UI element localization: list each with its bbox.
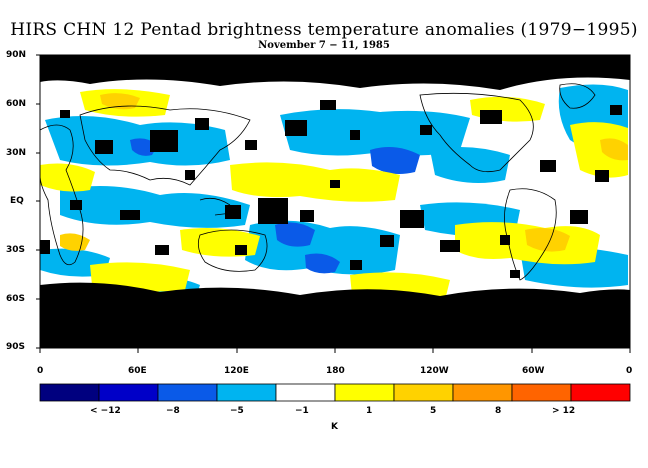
anomaly-blue-region — [60, 186, 250, 228]
anomaly-yellow-region — [40, 163, 95, 192]
lat-label: 90N — [6, 50, 27, 60]
lon-label: 0 — [626, 366, 633, 376]
lon-label: 0 — [37, 366, 44, 376]
colorbar-swatch — [452, 383, 513, 402]
lon-ticks — [39, 348, 631, 353]
map-title: HIRS CHN 12 Pentad brightness temperatur… — [10, 20, 638, 40]
colorbar-label: −1 — [295, 406, 309, 416]
colorbar-swatch — [334, 383, 395, 402]
colorbar-label: 8 — [495, 406, 502, 416]
anomaly-deep-blue-region — [370, 146, 420, 174]
anomaly-yellow-region — [90, 262, 190, 292]
lat-label: EQ — [10, 196, 24, 206]
missing-data-mask — [40, 55, 630, 348]
anomaly-orange-region — [525, 228, 570, 252]
anomaly-yellow-region — [230, 162, 400, 202]
anomaly-orange-region — [600, 138, 628, 161]
lon-label: 120E — [224, 366, 249, 376]
colorbar-label: −5 — [230, 406, 244, 416]
colorbar-unit: K — [331, 422, 338, 432]
lat-label: 60N — [6, 99, 27, 109]
lon-label: 120W — [420, 366, 449, 376]
colorbar-swatch — [216, 383, 277, 402]
lat-ticks — [36, 54, 40, 349]
anomaly-blue-region — [280, 109, 470, 156]
lon-label: 180 — [326, 366, 345, 376]
anomaly-deep-blue-region — [305, 253, 340, 274]
lat-label: 60S — [6, 294, 26, 304]
colorbar-label: 5 — [430, 406, 437, 416]
colorbar-swatch — [393, 383, 454, 402]
anomaly-yellow-region — [570, 122, 628, 178]
map-subtitle: November 7 − 11, 1985 — [258, 40, 390, 51]
lon-label: 60W — [522, 366, 545, 376]
lat-label: 30S — [6, 245, 26, 255]
colorbar — [39, 383, 631, 402]
colorbar-swatch — [511, 383, 572, 402]
lat-label: 90S — [6, 342, 26, 352]
colorbar-swatch — [157, 383, 218, 402]
anomaly-orange-region — [100, 93, 140, 110]
colorbar-label: −8 — [166, 406, 180, 416]
anomaly-deep-blue-region — [275, 222, 315, 247]
colorbar-swatch — [98, 383, 159, 402]
colorbar-label: > 12 — [552, 406, 576, 416]
colorbar-label: < −12 — [90, 406, 121, 416]
coastlines — [39, 83, 631, 326]
colorbar-label: 1 — [366, 406, 373, 416]
colorbar-swatch — [39, 383, 100, 402]
colorbar-swatch — [570, 383, 631, 402]
lon-label: 60E — [128, 366, 147, 376]
lat-label: 30N — [6, 148, 27, 158]
colorbar-swatch — [275, 383, 336, 402]
